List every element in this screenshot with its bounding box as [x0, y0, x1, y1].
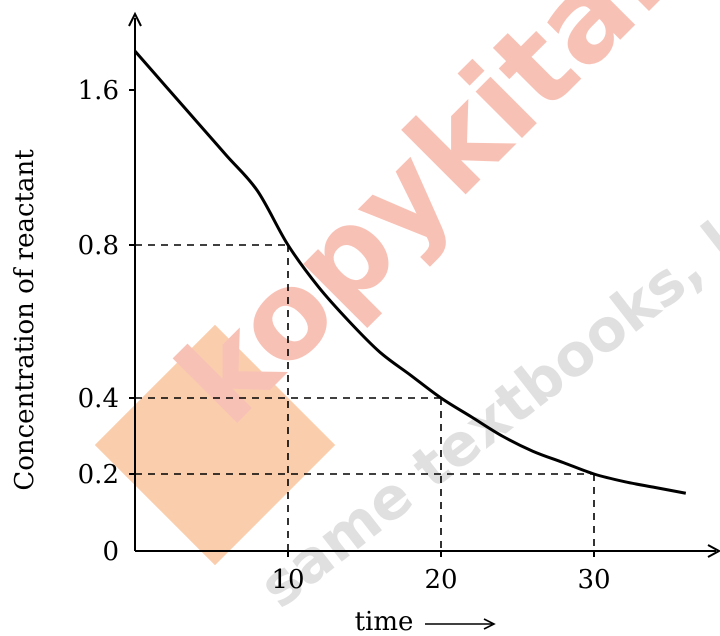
y-tick-label: 1.6: [78, 76, 119, 106]
x-axis-title-group: time: [355, 607, 496, 636]
series-line: [133, 50, 687, 495]
y-tick-label: 0: [102, 537, 119, 567]
y-ticks: 0 0.2 0.4 0.8 1.6: [78, 76, 135, 567]
x-ticks: 10 20 30: [271, 551, 611, 595]
y-axis-arrow-icon: [128, 11, 142, 27]
x-axis-title-arrow-icon: [483, 618, 496, 630]
watermark: kopykitab same textbooks, klick away: [94, 0, 720, 621]
watermark-brand: kopykitab: [152, 0, 720, 451]
x-tick-label: 20: [424, 565, 457, 595]
y-tick-label: 0.4: [78, 384, 119, 414]
y-tick-label: 0.2: [78, 460, 119, 490]
watermark-logo-shape: [94, 324, 336, 566]
axes: [128, 11, 720, 558]
y-tick-label: 0.8: [78, 231, 119, 261]
x-tick-label: 10: [271, 565, 304, 595]
reference-lines: [135, 244, 595, 551]
x-tick-label: 30: [577, 565, 610, 595]
x-axis-arrow-icon: [707, 544, 720, 558]
x-axis-title: time: [355, 607, 414, 636]
y-axis-title: Concentration of reactant: [10, 149, 40, 491]
